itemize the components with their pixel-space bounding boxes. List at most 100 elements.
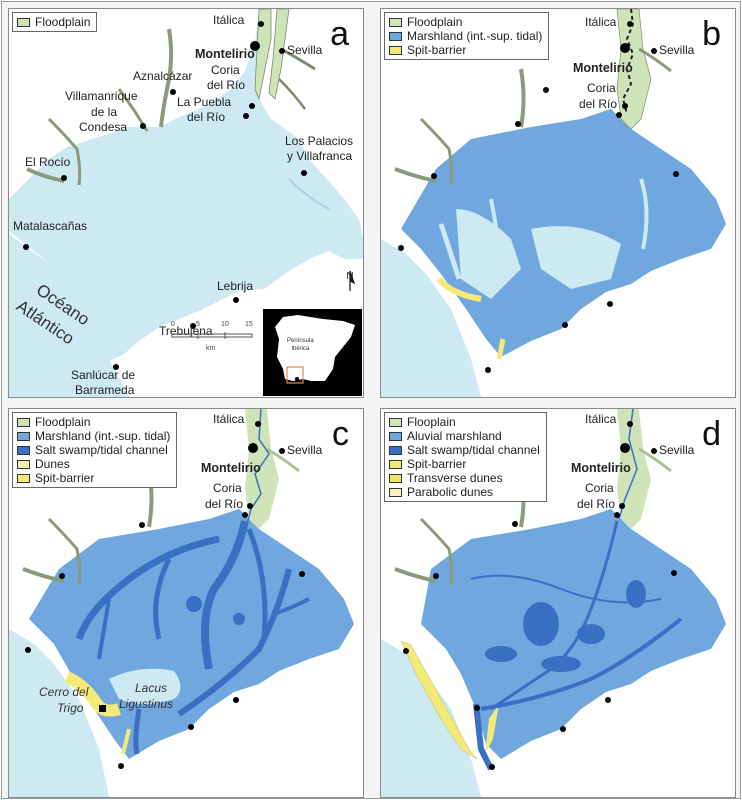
iberia-outline bbox=[275, 315, 355, 384]
town-dot-montelirio bbox=[620, 43, 630, 53]
town-label-sevilla: Sevilla bbox=[287, 43, 323, 57]
scale-tick-0: 0 bbox=[171, 321, 175, 328]
town-dot-trebujena bbox=[188, 724, 194, 730]
town-dot-aznalcazar bbox=[543, 87, 549, 93]
swatch-aluvial-marshland bbox=[389, 431, 402, 441]
legend-item-aluvial-marshland: Aluvial marshland bbox=[389, 429, 540, 443]
town-label-italica: Itálica bbox=[213, 412, 245, 426]
town-dot-villamanrique bbox=[512, 521, 518, 527]
town-dot-italica bbox=[627, 21, 633, 27]
legend-item-transverse-dunes: Transverse dunes bbox=[389, 471, 540, 485]
legend-item-marshland: Marshland (int.-sup. tidal) bbox=[17, 429, 170, 443]
legend-item-floodplain: Floodplain bbox=[389, 15, 542, 29]
town-dot-el-rocio bbox=[61, 175, 67, 181]
town-label-montelirio: Montelirio bbox=[573, 61, 633, 75]
scale-tick-10: 10 bbox=[221, 321, 229, 328]
town-label-matalascanas: Matalascañas bbox=[13, 219, 88, 233]
town-dot-los-palacios bbox=[299, 571, 305, 577]
legend-item-marshland: Marshland (int.-sup. tidal) bbox=[389, 29, 542, 43]
legend-label: Floodplain bbox=[35, 415, 91, 429]
scale-unit: km bbox=[206, 345, 216, 352]
legend-label: Parabolic dunes bbox=[407, 485, 494, 499]
legend-label: Transverse dunes bbox=[407, 471, 503, 485]
legend-item-parabolic-dunes: Parabolic dunes bbox=[389, 485, 540, 499]
panel-letter-b: b bbox=[702, 15, 721, 53]
swatch-spit-barrier bbox=[389, 45, 402, 55]
town-label-coria-2: del Río bbox=[579, 97, 618, 111]
town-dot-italica bbox=[255, 421, 261, 427]
town-label-coria: Coria bbox=[213, 481, 242, 495]
town-dot-los-palacios bbox=[671, 570, 677, 576]
town-label-aznalcazar: Aznalcázar bbox=[133, 69, 193, 83]
swatch-spit-barrier bbox=[389, 459, 402, 469]
town-label-coria-2: del Río bbox=[577, 497, 616, 511]
legend-c: Floodplain Marshland (int.-sup. tidal) S… bbox=[12, 412, 178, 488]
panel-b: Floodplain Marshland (int.-sup. tidal) S… bbox=[380, 8, 736, 398]
town-label-villamanrique-2: de la bbox=[91, 105, 118, 119]
north-arrow: N bbox=[343, 271, 357, 303]
place-label-lacus: Lacus bbox=[135, 681, 168, 695]
town-dot-sanlucar bbox=[489, 764, 495, 770]
town-dot-cerro-del-trigo bbox=[474, 705, 480, 711]
town-dot-lebrija bbox=[607, 301, 613, 307]
town-label-sanlucar-2: Barrameda bbox=[75, 383, 135, 397]
legend-item-salt-swamp: Salt swamp/tidal channel bbox=[389, 443, 540, 457]
town-label-sanlucar: Sanlúcar de bbox=[71, 368, 136, 382]
town-label-coria: Coria bbox=[585, 481, 614, 495]
town-dot-sanlucar bbox=[118, 763, 124, 769]
legend-label: Marshland (int.-sup. tidal) bbox=[35, 429, 171, 443]
town-label-villamanrique-3: Condesa bbox=[79, 120, 128, 134]
town-dot-montelirio bbox=[250, 41, 260, 51]
swatch-floodplain bbox=[389, 17, 402, 27]
town-label-los-palacios-2: y Villafranca bbox=[287, 149, 353, 163]
town-dot-montelirio bbox=[248, 443, 258, 453]
map-a bbox=[9, 9, 363, 397]
swatch-floodplain bbox=[17, 417, 30, 427]
scale-tick-15: 15 bbox=[245, 321, 253, 328]
town-dot-sevilla bbox=[651, 448, 657, 454]
legend-item-dunes: Dunes bbox=[17, 457, 170, 471]
town-dot-italica bbox=[258, 21, 264, 27]
town-label-la-puebla-2: del Río bbox=[187, 110, 226, 124]
town-dot-matalascanas bbox=[403, 648, 409, 654]
town-label-coria: Coria bbox=[587, 81, 616, 95]
town-label-montelirio: Montelirio bbox=[201, 461, 261, 475]
swatch-spit-barrier bbox=[17, 473, 30, 483]
legend-item-spit-barrier: Spit-barrier bbox=[389, 457, 540, 471]
town-label-el-rocio: El Rocío bbox=[25, 155, 71, 169]
town-dot-los-palacios bbox=[673, 171, 679, 177]
legend-label: Marshland (int.-sup. tidal) bbox=[407, 29, 543, 43]
place-label-cerro-del-trigo-2: Trigo bbox=[57, 701, 84, 715]
town-dot-sevilla bbox=[651, 48, 657, 54]
legend-label: Dunes bbox=[35, 457, 70, 471]
town-dot-coria bbox=[249, 103, 255, 109]
town-label-lebrija: Lebrija bbox=[217, 279, 254, 293]
panel-letter-d: d bbox=[702, 415, 721, 453]
swatch-salt-swamp bbox=[17, 445, 30, 455]
town-dot-el-rocio bbox=[433, 573, 439, 579]
town-dot-coria bbox=[622, 103, 628, 109]
legend-label: Floodplain bbox=[407, 15, 463, 29]
swatch-marshland bbox=[389, 31, 402, 41]
town-dot-matalascanas bbox=[398, 245, 404, 251]
town-label-coria-2: del Río bbox=[207, 78, 246, 92]
scale-tick-5: 5 bbox=[196, 321, 200, 328]
town-dot-trebujena bbox=[562, 322, 568, 328]
town-dot-montelirio bbox=[620, 443, 630, 453]
town-dot-coria bbox=[247, 503, 253, 509]
town-label-italica: Itálica bbox=[213, 13, 245, 27]
legend-label: Spit-barrier bbox=[407, 457, 467, 471]
swatch-marshland bbox=[17, 431, 30, 441]
legend-item-floodplain: Flooplain bbox=[389, 415, 540, 429]
legend-d: Flooplain Aluvial marshland Salt swamp/t… bbox=[384, 412, 547, 502]
legend-label: Salt swamp/tidal channel bbox=[407, 443, 540, 457]
town-label-montelirio: Montelirio bbox=[195, 47, 255, 61]
town-dot-sanlucar bbox=[485, 367, 491, 373]
panel-a: Floodplain a Itálica Montelirio Sevilla … bbox=[8, 8, 364, 398]
town-dot-matalascanas bbox=[23, 244, 29, 250]
town-dot-lebrija bbox=[233, 697, 239, 703]
scale-bar-line bbox=[171, 332, 253, 339]
legend-b: Floodplain Marshland (int.-sup. tidal) S… bbox=[384, 12, 550, 60]
town-dot-italica bbox=[627, 421, 633, 427]
legend-label: Spit-barrier bbox=[407, 43, 467, 57]
